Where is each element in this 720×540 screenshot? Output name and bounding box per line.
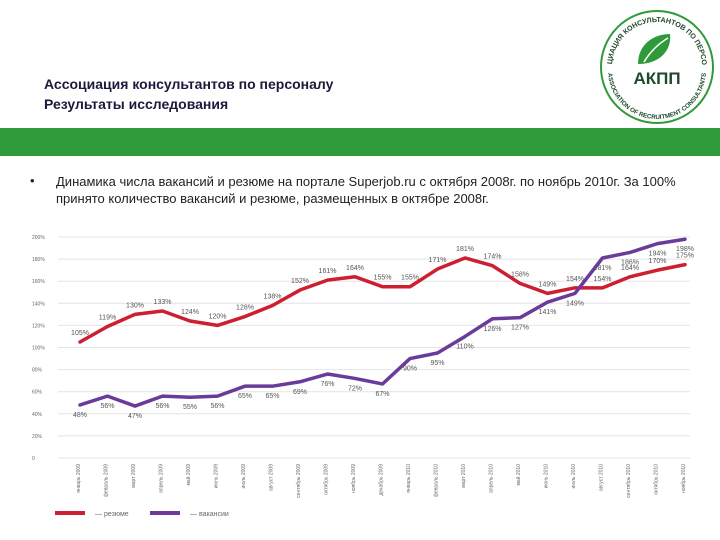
data-label: 141% <box>539 309 557 316</box>
data-label: 175% <box>676 253 694 260</box>
x-tick-label: апрель 2010 <box>489 464 495 493</box>
data-label: 149% <box>566 300 584 307</box>
y-tick-label: 140% <box>32 301 45 307</box>
legend-label: — резюме <box>95 511 129 518</box>
data-label: 152% <box>291 278 309 285</box>
x-tick-label: февраль 2009 <box>104 464 110 497</box>
series-line-0 <box>78 256 687 344</box>
data-label: 128% <box>236 305 254 312</box>
data-label: 56% <box>100 403 114 410</box>
data-label: 55% <box>183 404 197 411</box>
x-tick-label: январь 2009 <box>76 464 82 493</box>
data-label: 120% <box>209 313 227 320</box>
akpp-logo: АССОЦИАЦИЯ КОНСУЛЬТАНТОВ ПО ПЕРСОНАЛУ AS… <box>598 8 714 124</box>
data-label: 133% <box>154 299 172 306</box>
y-tick-label: 200% <box>32 235 45 241</box>
data-label: 127% <box>511 325 529 332</box>
x-tick-label: январь 2010 <box>406 464 412 493</box>
y-tick-label: 40% <box>32 412 43 418</box>
x-tick-label: июль 2010 <box>571 464 577 489</box>
x-tick-label: май 2009 <box>185 464 192 486</box>
x-tick-label: май 2010 <box>515 464 522 486</box>
y-tick-label: 100% <box>32 346 45 352</box>
data-label: 65% <box>238 393 252 400</box>
data-label: 138% <box>264 294 282 301</box>
data-label: 69% <box>293 389 307 396</box>
logo-ring <box>600 10 714 124</box>
green-divider-bar <box>0 128 720 156</box>
data-label: 170% <box>649 258 667 265</box>
data-label: 124% <box>181 309 199 316</box>
series-line-1 <box>78 237 687 408</box>
logo-text: АКПП <box>633 69 680 88</box>
legend-label: — вакансии <box>190 511 229 518</box>
data-label: 155% <box>374 275 392 282</box>
data-label: 76% <box>320 381 334 388</box>
x-tick-label: октябрь 2010 <box>654 464 660 495</box>
data-label: 90% <box>403 366 417 373</box>
x-tick-label: июль 2009 <box>241 464 247 489</box>
data-label: 164% <box>346 265 364 272</box>
data-label: 149% <box>539 281 557 288</box>
page-title: Ассоциация консультантов по персоналу Ре… <box>44 74 333 114</box>
data-label: 56% <box>155 403 169 410</box>
data-label: 174% <box>484 254 502 261</box>
data-label: 186% <box>621 259 639 266</box>
x-tick-label: март 2010 <box>461 464 467 488</box>
y-tick-label: 80% <box>32 368 43 374</box>
data-label: 65% <box>265 393 279 400</box>
x-tick-label: июнь 2009 <box>214 464 220 489</box>
x-tick-label: март 2009 <box>131 464 137 488</box>
bullet-marker: • <box>30 173 35 188</box>
data-label: 158% <box>511 271 529 278</box>
y-tick-label: 120% <box>32 323 45 329</box>
x-tick-label: апрель 2009 <box>159 464 165 493</box>
report-subtitle: Результаты исследования <box>44 96 229 112</box>
description-text: Динамика числа вакансий и резюме на порт… <box>56 174 676 206</box>
data-label: 194% <box>649 251 667 258</box>
x-tick-label: сентябрь 2009 <box>296 464 302 498</box>
x-tick-label: октябрь 2009 <box>324 464 330 495</box>
data-label: 154% <box>594 276 612 283</box>
x-tick-label: ноябрь 2010 <box>681 464 687 493</box>
data-label: 72% <box>348 385 362 392</box>
data-label: 95% <box>430 360 444 367</box>
data-label: 161% <box>319 268 337 275</box>
data-label: 164% <box>621 265 639 272</box>
data-label: 48% <box>73 412 87 419</box>
y-tick-label: 60% <box>32 390 43 396</box>
x-tick-label: ноябрь 2009 <box>351 464 357 493</box>
line-chart: 0 20% 40% 60% 80% 100% 120% 140% 160% 180% 200% янв… <box>32 235 694 518</box>
data-label: 181% <box>594 265 612 272</box>
x-tick-label: декабрь 2009 <box>379 464 385 496</box>
y-tick-label: 160% <box>32 279 45 285</box>
x-tick-label: сентябрь 2010 <box>626 464 632 498</box>
data-label: 126% <box>484 326 502 333</box>
x-tick-label: август 2009 <box>269 464 275 491</box>
data-label: 155% <box>401 275 419 282</box>
data-label: 198% <box>676 246 694 253</box>
y-tick-label: 20% <box>32 434 43 440</box>
y-tick-label: 0 <box>32 456 35 462</box>
x-tick-label: февраль 2010 <box>434 464 440 497</box>
data-label: 105% <box>71 330 89 337</box>
data-label: 56% <box>210 403 224 410</box>
org-name: Ассоциация консультантов по персоналу <box>44 76 334 92</box>
data-label: 171% <box>429 257 447 264</box>
data-label: 119% <box>99 315 116 322</box>
data-label: 110% <box>456 343 473 350</box>
data-label: 181% <box>456 246 474 253</box>
y-tick-label: 180% <box>32 257 45 263</box>
data-label: 154% <box>566 276 584 283</box>
x-tick-label: июнь 2010 <box>544 464 550 489</box>
data-label: 67% <box>375 391 389 398</box>
data-label: 130% <box>126 302 144 309</box>
data-label: 47% <box>128 413 142 420</box>
x-tick-label: август 2010 <box>599 464 605 491</box>
